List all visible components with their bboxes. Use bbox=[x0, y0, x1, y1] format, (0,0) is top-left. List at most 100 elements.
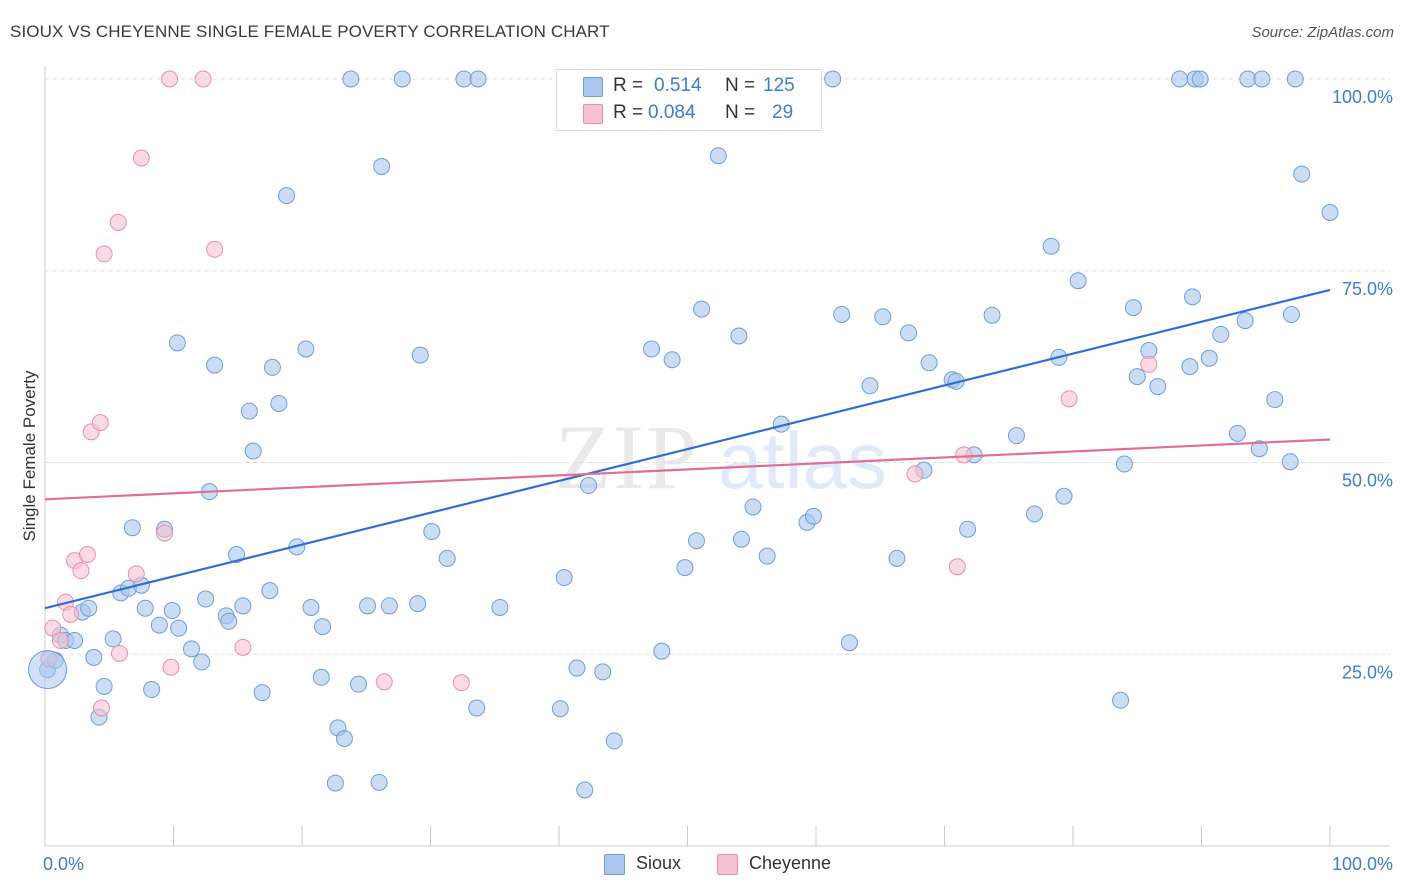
cheyenne-point bbox=[132, 149, 150, 167]
cheyenne-point bbox=[375, 673, 393, 691]
sioux-trend-line bbox=[44, 288, 1331, 610]
sioux-point bbox=[1171, 70, 1189, 88]
cheyenne-point bbox=[44, 619, 62, 637]
sioux-point bbox=[1200, 349, 1218, 367]
sioux-point bbox=[335, 730, 353, 748]
sioux-point bbox=[594, 663, 612, 681]
sioux-point bbox=[758, 547, 776, 565]
sioux-point bbox=[261, 582, 279, 600]
sioux-point bbox=[136, 599, 154, 617]
sioux-point bbox=[1236, 312, 1254, 330]
cheyenne-point bbox=[234, 638, 252, 656]
cheyenne-point bbox=[948, 558, 966, 576]
sioux-point bbox=[263, 358, 281, 376]
sioux-point bbox=[900, 324, 918, 342]
sioux-point bbox=[643, 340, 661, 358]
sioux-point bbox=[833, 305, 851, 323]
x-tick-label: 100.0% bbox=[1332, 854, 1393, 874]
sioux-point bbox=[1069, 272, 1087, 290]
cheyenne-point bbox=[1060, 390, 1078, 408]
sioux-point bbox=[676, 559, 694, 577]
sioux-point bbox=[123, 519, 141, 537]
sioux-point bbox=[920, 354, 938, 372]
sioux-point bbox=[197, 590, 215, 608]
sioux-point bbox=[1286, 70, 1304, 88]
sioux-point bbox=[350, 675, 368, 693]
cheyenne-point bbox=[62, 605, 80, 623]
sioux-point bbox=[580, 477, 598, 495]
sioux-point bbox=[66, 631, 84, 649]
watermark: ZIP atlas bbox=[555, 406, 887, 508]
cheyenne-point bbox=[206, 240, 224, 258]
sioux-point bbox=[423, 523, 441, 541]
sioux-point bbox=[182, 640, 200, 658]
sioux-point bbox=[861, 377, 879, 395]
sioux-point bbox=[1055, 487, 1073, 505]
sioux-point bbox=[163, 602, 181, 620]
legend-n-value: 125 bbox=[763, 75, 795, 96]
sioux-point bbox=[234, 597, 252, 615]
sioux-point bbox=[170, 619, 188, 637]
sioux-point bbox=[409, 595, 427, 613]
sioux-point bbox=[1253, 70, 1271, 88]
watermark-zip: ZIP bbox=[555, 406, 699, 508]
sioux-point bbox=[1112, 691, 1130, 709]
sioux-point bbox=[143, 681, 161, 699]
cheyenne-point bbox=[95, 245, 113, 263]
cheyenne-point bbox=[127, 565, 145, 583]
legend-r-label: R = bbox=[613, 102, 644, 123]
sioux-cluster-point bbox=[28, 650, 68, 690]
sioux-point bbox=[342, 70, 360, 88]
sioux-point bbox=[576, 781, 594, 799]
sioux-point bbox=[804, 507, 822, 525]
legend-swatch-cheyenne bbox=[583, 104, 603, 124]
cheyenne-point bbox=[109, 213, 127, 231]
sioux-point bbox=[168, 334, 186, 352]
sioux-point bbox=[1212, 325, 1230, 343]
bottom-legend-label-sioux: Sioux bbox=[636, 853, 682, 873]
sioux-point bbox=[455, 70, 473, 88]
sioux-point bbox=[709, 147, 727, 165]
sioux-point bbox=[1115, 455, 1133, 473]
sioux-point bbox=[1042, 237, 1060, 255]
sioux-point bbox=[150, 616, 168, 634]
sioux-point bbox=[411, 346, 429, 364]
sioux-point bbox=[605, 732, 623, 750]
sioux-point bbox=[104, 630, 122, 648]
legend-r-value: 0.084 bbox=[648, 102, 696, 123]
sioux-point bbox=[278, 187, 296, 205]
sioux-point bbox=[1239, 70, 1257, 88]
cheyenne-point bbox=[906, 465, 924, 483]
legend-n-label: N = bbox=[725, 102, 756, 123]
cheyenne-point bbox=[51, 631, 69, 649]
sioux-point bbox=[359, 597, 377, 615]
legend-row-sioux: R = 0.514 N = 125 bbox=[557, 73, 821, 99]
sioux-point bbox=[1228, 424, 1246, 442]
sioux-point bbox=[1250, 440, 1268, 458]
sioux-point bbox=[1124, 299, 1142, 317]
sioux-point bbox=[1281, 453, 1299, 471]
sioux-point bbox=[1293, 165, 1311, 183]
cheyenne-point bbox=[1140, 355, 1158, 373]
sioux-point bbox=[687, 532, 705, 550]
sioux-point bbox=[312, 668, 330, 686]
sioux-point bbox=[1321, 203, 1339, 221]
sioux-point bbox=[491, 598, 509, 616]
cheyenne-point bbox=[194, 70, 212, 88]
legend-swatch-sioux bbox=[583, 77, 603, 97]
cheyenne-point bbox=[111, 644, 129, 662]
sioux-point bbox=[1149, 378, 1167, 396]
sioux-point bbox=[1282, 305, 1300, 323]
sioux-point bbox=[568, 659, 586, 677]
sioux-point bbox=[744, 498, 762, 516]
tick-labels: 25.0% 50.0% 75.0% 100.0% 0.0% 100.0% bbox=[43, 87, 1393, 874]
sioux-point bbox=[824, 70, 842, 88]
sioux-point bbox=[80, 599, 98, 617]
sioux-point bbox=[653, 642, 671, 660]
sioux-point bbox=[438, 549, 456, 567]
legend-r-label: R = bbox=[613, 75, 644, 96]
y-tick-label: 75.0% bbox=[1342, 279, 1393, 299]
sioux-point bbox=[732, 530, 750, 548]
sioux-point bbox=[959, 520, 977, 538]
